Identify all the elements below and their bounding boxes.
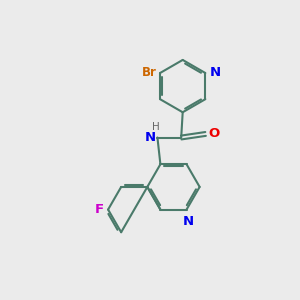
Text: N: N [182, 214, 194, 228]
Text: N: N [145, 131, 156, 144]
Text: Br: Br [142, 66, 157, 79]
Text: H: H [152, 122, 160, 133]
Text: N: N [209, 66, 220, 79]
Text: O: O [208, 128, 220, 140]
Text: F: F [95, 203, 104, 216]
